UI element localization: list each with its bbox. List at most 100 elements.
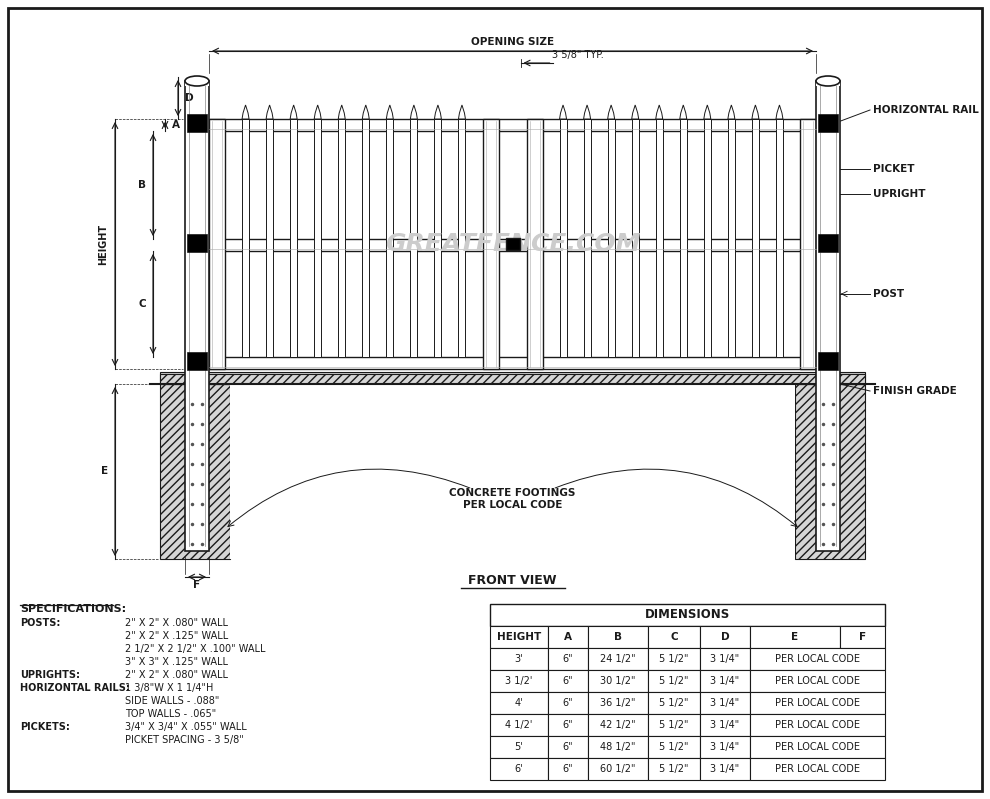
Text: 30 1/2": 30 1/2" [600,676,636,686]
Text: 6": 6" [562,676,573,686]
Bar [290,119,297,357]
Text: 3" X 3" X .125" WALL: 3" X 3" X .125" WALL [125,657,228,667]
Polygon shape [435,105,442,119]
Text: D: D [721,632,730,642]
Text: F: F [859,632,866,642]
Bar [818,352,838,370]
Text: A: A [172,120,180,130]
Text: 3 1/4": 3 1/4" [711,742,740,752]
Bar [750,736,885,758]
Text: UPRIGHTS:: UPRIGHTS: [20,670,80,680]
Bar [700,714,750,736]
Bar [608,119,615,357]
Bar [648,692,700,714]
Bar [795,384,865,559]
Bar [339,119,346,357]
Text: POST: POST [873,289,904,299]
Text: 6": 6" [562,698,573,708]
Polygon shape [339,105,346,119]
Bar [816,81,840,551]
Bar [548,670,588,692]
Text: HEIGHT: HEIGHT [98,224,108,264]
Text: 4 1/2': 4 1/2' [505,720,533,730]
Text: 3 1/4": 3 1/4" [711,720,740,730]
Text: 3 1/4": 3 1/4" [711,698,740,708]
Text: HORIZONTAL RAIL: HORIZONTAL RAIL [873,105,979,115]
Text: 3 1/4": 3 1/4" [711,676,740,686]
Bar [490,714,548,736]
Bar [648,626,700,648]
Text: PICKET: PICKET [873,164,915,174]
Text: GREATFENCE.COM: GREATFENCE.COM [385,232,641,256]
Text: DIMENSIONS: DIMENSIONS [644,609,731,622]
Text: F: F [193,580,201,590]
Polygon shape [458,105,465,119]
Bar [648,648,700,670]
Polygon shape [411,105,418,119]
Text: E: E [101,467,109,476]
Bar [490,626,548,648]
Bar [588,736,648,758]
Text: 3 5/8" TYP.: 3 5/8" TYP. [552,50,604,60]
Bar [588,758,648,780]
Bar [160,384,230,559]
Bar [458,119,465,357]
Bar [435,119,442,357]
Bar [750,670,885,692]
Polygon shape [776,105,783,119]
Bar [816,78,840,86]
Bar [242,119,249,357]
Text: PER LOCAL CODE: PER LOCAL CODE [775,764,860,774]
Bar [750,714,885,736]
Bar [680,119,687,357]
Bar [185,78,209,86]
Bar [648,758,700,780]
Bar [750,692,885,714]
Bar [588,670,648,692]
Bar [209,239,816,251]
Text: TOP WALLS - .065": TOP WALLS - .065" [125,709,216,719]
Text: UPRIGHT: UPRIGHT [873,189,926,199]
Text: C: C [139,299,146,309]
Bar [648,670,700,692]
Bar [750,758,885,780]
Polygon shape [314,105,321,119]
Polygon shape [290,105,297,119]
Text: PER LOCAL CODE: PER LOCAL CODE [775,720,860,730]
Polygon shape [559,105,566,119]
Text: 3 1/4": 3 1/4" [711,654,740,664]
Bar [752,119,759,357]
Bar [548,648,588,670]
Text: 6": 6" [562,764,573,774]
Text: POSTS:: POSTS: [20,618,60,628]
Ellipse shape [816,76,840,86]
Bar [548,714,588,736]
Text: 2" X 2" X .080" WALL: 2" X 2" X .080" WALL [125,618,228,628]
Text: FINISH GRADE: FINISH GRADE [873,386,956,396]
Bar [776,119,783,357]
Bar [490,758,548,780]
Bar [800,119,816,369]
Text: 2" X 2" X .080" WALL: 2" X 2" X .080" WALL [125,670,228,680]
Bar [648,714,700,736]
Bar [588,626,648,648]
Bar [266,119,273,357]
Text: FRONT VIEW: FRONT VIEW [468,574,556,587]
Bar [187,352,207,370]
Bar [160,374,865,384]
Bar [548,736,588,758]
Bar [548,626,588,648]
Polygon shape [680,105,687,119]
Bar [700,626,750,648]
Bar [490,648,548,670]
Text: 5 1/2": 5 1/2" [659,742,689,752]
Text: PICKETS:: PICKETS: [20,722,70,732]
Bar [655,119,662,357]
Text: 36 1/2": 36 1/2" [600,698,636,708]
Bar [230,384,795,559]
Text: 4': 4' [515,698,524,708]
Polygon shape [655,105,662,119]
Text: PER LOCAL CODE: PER LOCAL CODE [775,676,860,686]
Bar [728,119,735,357]
Text: 42 1/2": 42 1/2" [600,720,636,730]
